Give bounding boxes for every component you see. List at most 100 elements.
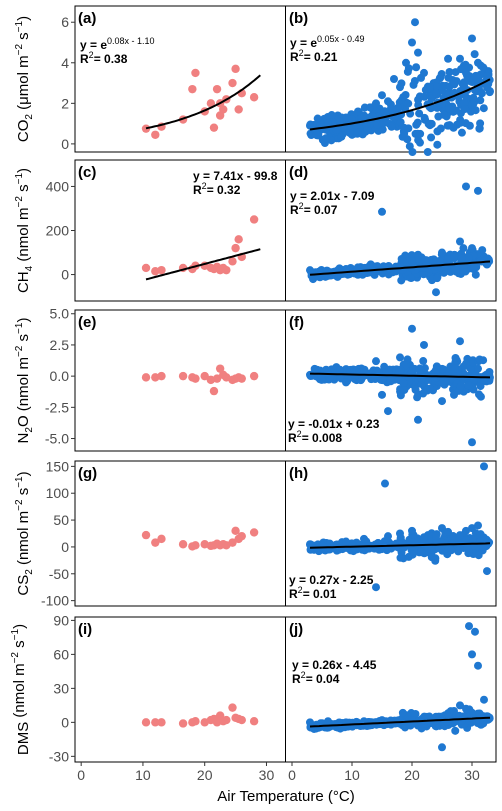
data-point xyxy=(381,263,389,272)
x-tick-label: 10 xyxy=(135,767,151,783)
data-point xyxy=(426,119,435,128)
data-point xyxy=(414,136,423,145)
data-point xyxy=(408,542,417,551)
data-point xyxy=(433,274,442,283)
data-point xyxy=(249,93,259,102)
y-tick-label: 4 xyxy=(61,55,69,71)
data-point xyxy=(444,54,453,63)
r-squared: R2= 0.01 xyxy=(289,585,337,601)
panel-tag: (j) xyxy=(289,621,303,638)
data-point xyxy=(141,263,151,273)
data-point xyxy=(444,527,452,536)
data-point xyxy=(480,535,489,544)
data-point xyxy=(231,64,240,74)
data-point xyxy=(342,537,350,546)
data-point xyxy=(387,122,396,131)
data-point xyxy=(474,521,482,530)
y-tick-label: -100 xyxy=(41,593,69,609)
data-point xyxy=(388,105,397,114)
fit-equation: y = 0.27x - 2.25 xyxy=(289,573,374,587)
data-point xyxy=(141,373,151,382)
data-point xyxy=(399,378,408,387)
data-point xyxy=(464,253,473,262)
data-point xyxy=(191,541,200,550)
data-point xyxy=(436,124,445,133)
y-tick-label: 30 xyxy=(53,680,69,696)
data-point xyxy=(209,386,219,396)
data-point xyxy=(353,263,362,272)
data-point xyxy=(445,67,454,76)
y-tick-label: 60 xyxy=(53,646,69,662)
data-point xyxy=(219,105,228,114)
data-point xyxy=(416,366,425,375)
data-point xyxy=(178,540,188,549)
y-axis-label-n2o: N2O (nmol m−2 s−1) xyxy=(14,318,35,444)
fit-equation: y = 2.01x - 7.09 xyxy=(290,189,375,203)
r-squared: R2= 0.07 xyxy=(290,201,338,217)
y-tick-label: 90 xyxy=(53,612,69,628)
data-point xyxy=(450,707,458,716)
data-point xyxy=(444,255,452,264)
data-point xyxy=(313,114,322,123)
data-point xyxy=(379,119,388,128)
data-point xyxy=(413,118,422,127)
data-point xyxy=(384,97,392,106)
data-point xyxy=(438,524,446,533)
data-point xyxy=(460,81,469,90)
y-tick-label: 2.5 xyxy=(50,337,70,353)
data-point xyxy=(469,93,478,102)
data-point xyxy=(402,58,410,67)
data-point xyxy=(408,148,417,156)
y-axis-label-ch4: CH4 (nmol m−2 s−1) xyxy=(14,168,35,293)
data-point xyxy=(440,110,449,119)
data-point xyxy=(395,367,404,376)
data-point xyxy=(342,113,350,122)
data-point xyxy=(456,54,464,63)
data-point xyxy=(231,526,240,536)
x-tick-label: 30 xyxy=(464,767,480,783)
data-point xyxy=(427,553,436,562)
data-point xyxy=(415,109,424,118)
data-point xyxy=(438,397,446,406)
panel-tag: (i) xyxy=(78,621,92,638)
data-point xyxy=(324,119,332,128)
data-point xyxy=(372,583,380,592)
panel-tag: (h) xyxy=(289,465,308,482)
data-point xyxy=(450,79,458,88)
data-point xyxy=(406,273,415,282)
data-point xyxy=(396,529,404,538)
data-point xyxy=(336,117,344,126)
data-point xyxy=(404,99,413,108)
data-point xyxy=(426,384,434,393)
data-point xyxy=(327,111,336,120)
data-point xyxy=(396,553,405,562)
data-point xyxy=(420,533,428,542)
data-point xyxy=(222,265,231,275)
y-tick-label: 0 xyxy=(61,539,69,555)
y-tick-label: 100 xyxy=(46,485,70,501)
data-point xyxy=(408,526,416,535)
data-point xyxy=(483,567,491,576)
data-point xyxy=(420,68,428,77)
data-point xyxy=(480,462,488,471)
data-point xyxy=(444,73,453,82)
data-point xyxy=(411,18,419,27)
data-point xyxy=(474,364,482,373)
panel-tag: (b) xyxy=(289,10,308,27)
data-point xyxy=(396,118,405,127)
data-point xyxy=(191,374,200,383)
data-point xyxy=(396,83,404,92)
data-point xyxy=(412,63,421,72)
data-point xyxy=(456,382,465,391)
fit-equation: y = 7.41x - 99.8 xyxy=(193,169,278,183)
data-point xyxy=(432,712,440,721)
data-point xyxy=(476,119,485,128)
data-point xyxy=(324,717,332,726)
data-point xyxy=(456,531,464,540)
data-point xyxy=(157,371,166,381)
data-point xyxy=(468,524,476,533)
data-point xyxy=(360,111,368,120)
fit-line xyxy=(309,716,491,728)
data-point xyxy=(420,263,428,272)
